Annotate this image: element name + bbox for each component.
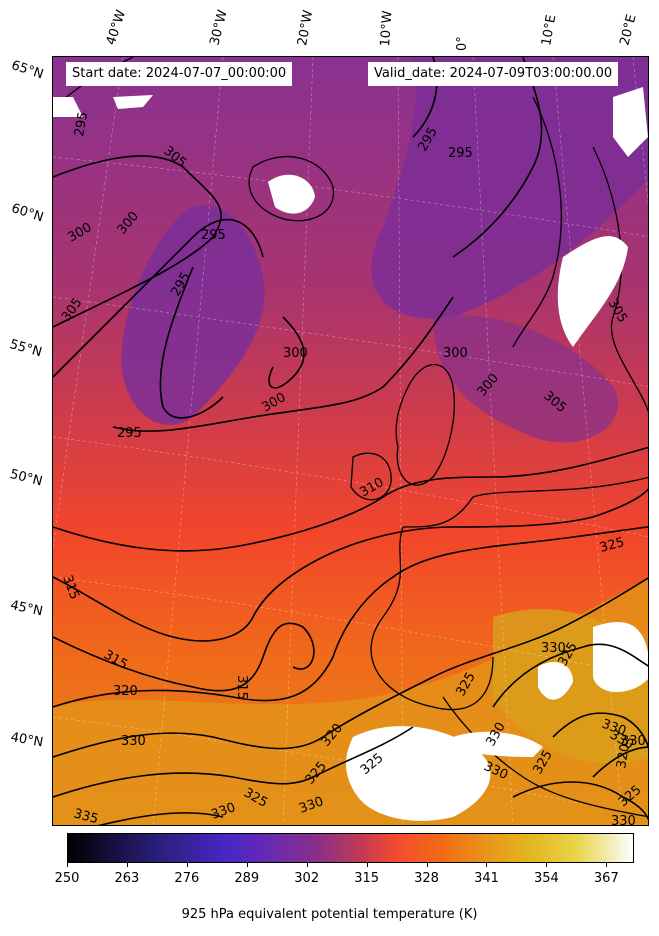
colorbar-tick-label: 354 [533,871,559,886]
contour-label: 295 [201,228,226,243]
colorbar-tick-label: 328 [414,871,439,886]
lon-label-20e: 20°E [617,13,640,47]
contour-label: 335 [72,806,100,826]
colorbar-tick-label: 315 [354,871,380,886]
contour-label: 330 [611,814,636,826]
lat-label-50n: 50°N [8,467,44,490]
lon-label-10w: 10°W [378,10,396,47]
colorbar-tick-mark [606,863,608,867]
lat-label-40n: 40°N [9,730,45,751]
colorbar-tick-label: 302 [294,871,320,886]
colorbar-tick-mark [67,863,68,867]
colorbar-tick-mark [186,863,188,867]
contour-label: 315 [234,675,249,700]
colorbar-tick-mark [546,863,548,867]
warm-zone-south [53,578,648,825]
start-date-label: Start date: 2024-07-07_00:00:00 [66,62,293,86]
map-canvas: 295 305 300 300 305 295 295 295 300 300 … [53,57,648,826]
lon-label-10e: 10°E [539,13,560,47]
coastlines [53,57,648,818]
start-date-text: Start date: 2024-07-07_00:00:00 [72,66,287,81]
contour-label: 320 [614,743,633,770]
europe-coast [370,476,648,711]
scandinavia [512,96,648,413]
lat-label-55n: 55°N [7,337,44,361]
lat-label-65n: 65°N [9,58,46,83]
colorbar-tick-label: 367 [593,871,619,886]
contour-label: 300 [283,346,308,361]
colorbar-tick-label: 276 [174,871,200,886]
missing-data [53,87,648,821]
lon-label-0: 0° [455,36,470,51]
contour-label: 300 [443,346,468,361]
contours [53,57,648,825]
colorbar-title: 925 hPa equivalent potential temperature… [181,907,478,922]
italy-balkans [442,696,648,818]
cold-pool-northsea [433,315,619,443]
lat-label-60n: 60°N [9,201,46,226]
colorbar-tick-label: 250 [54,871,80,886]
valid-date-label: Valid_date: 2024-07-09T03:00:00.00 [368,62,619,86]
colorbar-tick-mark [366,863,368,867]
lon-label-30w: 30°W [207,8,231,47]
ireland [350,452,392,501]
contour-label: 330 [621,734,646,749]
colorbar-tick-mark [126,863,128,867]
contour-label: 325 [598,535,626,556]
contour-label: 330 [541,641,566,656]
map-panel: 295 305 300 300 305 295 295 295 300 300 … [52,56,649,826]
colorbar-tick-mark [486,863,488,867]
contour-label: 295 [117,426,142,441]
iceland [248,155,334,222]
colorbar-tick-mark [426,863,428,867]
contour-label: 295 [72,111,91,138]
contour-label: 295 [448,146,473,161]
cold-pool-north [371,57,648,319]
lat-label-45n: 45°N [8,598,45,620]
great-britain [395,363,455,486]
contour-label: 320 [113,684,138,699]
contour-label: 330 [121,734,146,749]
colorbar [67,833,634,863]
colorbar-tick-label: 341 [474,871,499,886]
colorbar-tick-mark [306,863,308,867]
lon-label-40w: 40°W [103,8,130,47]
cold-pool-west [121,205,265,425]
valid-date-text: Valid_date: 2024-07-09T03:00:00.00 [374,66,613,81]
colorbar-tick-label: 263 [114,871,140,886]
colorbar-tick-mark [246,863,248,867]
colorbar-tick-label: 289 [234,871,260,886]
lon-label-20w: 20°W [295,9,317,48]
